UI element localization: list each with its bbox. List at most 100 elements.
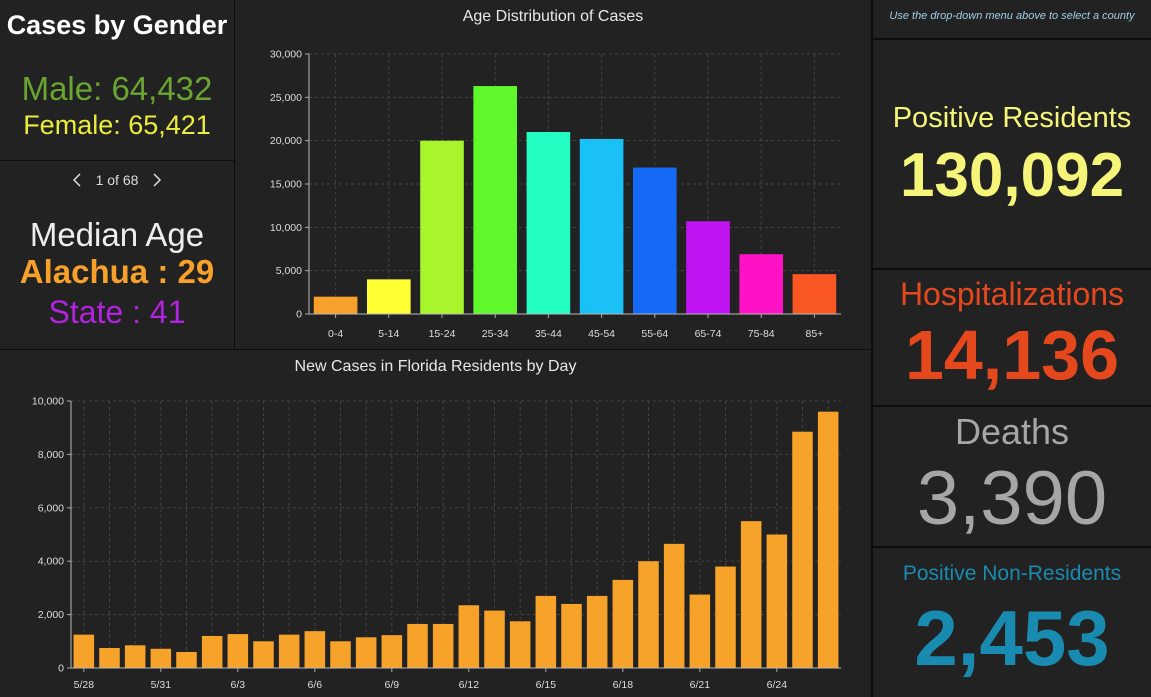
bar: [124, 645, 146, 668]
age-chart-title: Age Distribution of Cases: [462, 8, 644, 25]
bar: [99, 647, 120, 668]
y-tick-label: 8,000: [38, 449, 64, 461]
positive-residents-panel: Positive Residents 130,092: [873, 40, 1151, 268]
x-tick-label: 6/24: [767, 679, 788, 691]
bar: [253, 641, 274, 668]
daily-cases-chart: 0 2,000 4,000 6,000 8,000 10,000 5/28 5/31 6/3 6/…: [32, 396, 841, 691]
x-tick-label: 15-24: [429, 328, 456, 340]
female-count: Female: 65,421: [23, 110, 211, 140]
y-tick-label: 2,000: [38, 609, 64, 621]
y-tick-label: 15,000: [270, 179, 302, 191]
y-tick-label: 0: [296, 309, 302, 321]
previous-page-button[interactable]: [68, 171, 86, 189]
x-tick-label: 6/18: [613, 679, 634, 691]
bar: [473, 86, 518, 314]
bar: [420, 140, 464, 314]
median-age-county: Alachua : 29: [19, 253, 215, 290]
bar: [632, 167, 677, 314]
deaths-value: 3,390: [916, 456, 1108, 541]
bar: [227, 634, 249, 668]
bar: [561, 603, 582, 668]
bar: [715, 566, 736, 668]
x-tick-label: 5-14: [378, 328, 399, 340]
y-tick-label: 25,000: [270, 92, 302, 104]
next-page-button[interactable]: [148, 171, 166, 189]
positive-residents-value: 130,092: [899, 141, 1125, 210]
bar: [535, 595, 557, 668]
y-tick-label: 5,000: [276, 265, 302, 277]
median-age-panel: 1 of 68 Median Age Alachua : 29 State : …: [0, 161, 234, 349]
x-tick-label: 6/21: [690, 679, 711, 691]
bar: [663, 543, 685, 668]
x-tick-label: 25-34: [482, 328, 509, 340]
x-tick-label: 6/6: [308, 679, 323, 691]
bar: [150, 648, 172, 668]
age-distribution-panel: Age Distribution of Cases 0 5,000 10,000 15…: [235, 0, 871, 349]
bar: [381, 635, 403, 668]
bar: [766, 534, 788, 668]
y-tick-label: 30,000: [270, 49, 302, 61]
x-tick-label: 6/3: [231, 679, 246, 691]
x-tick-label: 65-74: [695, 328, 722, 340]
bar: [304, 631, 326, 668]
chevron-right-icon: [153, 173, 162, 187]
y-tick-label: 10,000: [32, 396, 64, 408]
x-tick-label: 6/15: [536, 679, 557, 691]
bar: [792, 274, 837, 314]
deaths-panel: Deaths 3,390: [873, 407, 1151, 546]
hospitalizations-panel: Hospitalizations 14,136: [873, 270, 1151, 405]
positive-nonresidents-panel: Positive Non-Residents 2,453: [873, 548, 1151, 697]
bar: [73, 634, 95, 668]
daily-chart-title: New Cases in Florida Residents by Day: [294, 358, 577, 375]
positive-residents-label: Positive Residents: [892, 102, 1132, 134]
bar: [689, 594, 711, 668]
x-tick-label: 0-4: [328, 328, 343, 340]
hospitalizations-value: 14,136: [904, 316, 1120, 394]
age-distribution-chart: 0 5,000 10,000 15,000 20,000 25,000 30,000 0-4 5…: [270, 49, 841, 340]
pager-text: 1 of 68: [95, 172, 139, 188]
x-tick-label: 35-44: [535, 328, 562, 340]
bar: [366, 279, 411, 314]
county-select-note: Use the drop-down menu above to select a…: [889, 10, 1135, 22]
chevron-left-icon: [72, 173, 81, 187]
bar: [686, 221, 730, 314]
bar: [817, 411, 839, 668]
bar: [509, 621, 531, 668]
bar: [484, 610, 505, 668]
x-tick-label: 75-84: [748, 328, 775, 340]
x-tick-label: 45-54: [588, 328, 615, 340]
pager: 1 of 68: [0, 171, 234, 189]
bar: [579, 138, 624, 314]
note-panel: Use the drop-down menu above to select a…: [873, 0, 1151, 38]
bar: [278, 634, 300, 668]
bar: [740, 521, 762, 668]
bar: [612, 579, 634, 668]
y-tick-label: 20,000: [270, 135, 302, 147]
bar: [176, 651, 197, 668]
gender-panel: Cases by Gender Male: 64,432 Female: 65,…: [0, 0, 234, 160]
hospitalizations-label: Hospitalizations: [899, 276, 1125, 312]
y-tick-label: 10,000: [270, 222, 302, 234]
x-tick-label: 85+: [805, 328, 823, 340]
bar: [201, 635, 223, 668]
bar: [407, 623, 428, 668]
bar: [792, 431, 813, 668]
bar: [586, 595, 608, 668]
x-tick-label: 55-64: [641, 328, 668, 340]
positive-nonresidents-label: Positive Non-Residents: [902, 562, 1122, 585]
bar: [739, 254, 784, 314]
median-age-state: State : 41: [48, 294, 186, 330]
y-tick-label: 4,000: [38, 556, 64, 568]
bar: [458, 605, 480, 668]
x-tick-label: 5/31: [151, 679, 172, 691]
x-tick-label: 6/9: [385, 679, 400, 691]
x-tick-label: 5/28: [74, 679, 95, 691]
bar: [432, 623, 454, 668]
male-count: Male: 64,432: [21, 70, 213, 107]
y-tick-label: 6,000: [38, 502, 64, 514]
bar: [638, 561, 659, 668]
bar: [355, 637, 377, 668]
bar: [526, 132, 571, 314]
bar: [313, 296, 358, 314]
median-age-title: Median Age: [29, 216, 205, 253]
